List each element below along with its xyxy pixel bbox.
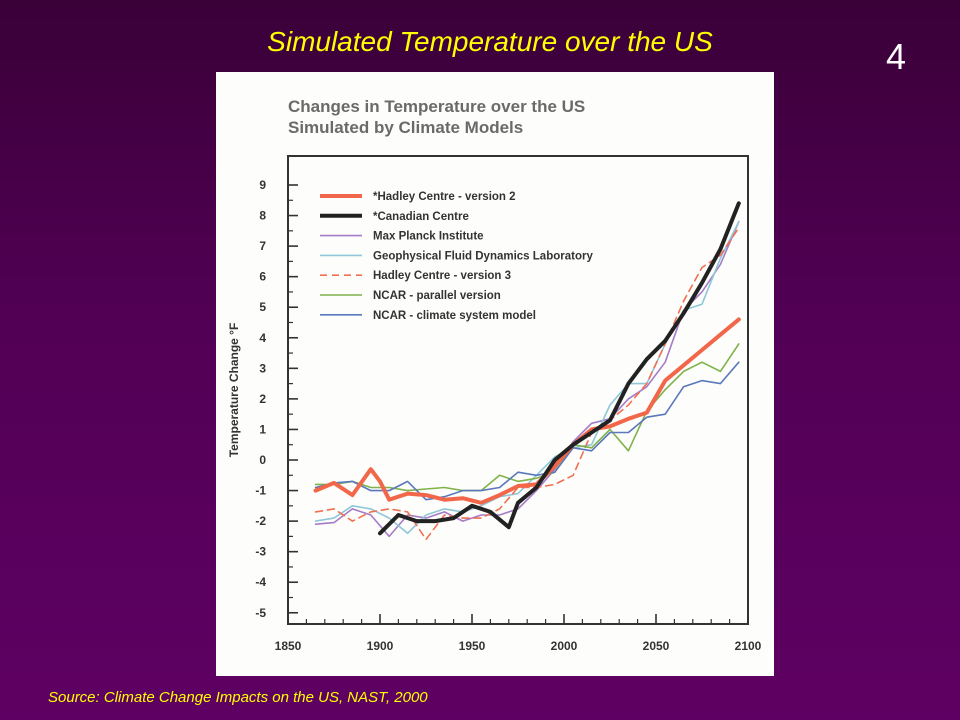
slide-title: Simulated Temperature over the US: [267, 26, 713, 57]
y-tick-label: -5: [255, 606, 266, 620]
x-tick-label: 1850: [275, 639, 302, 653]
x-tick-label: 1900: [367, 639, 394, 653]
y-tick-label: 2: [259, 392, 266, 406]
y-tick-label: -4: [255, 575, 266, 589]
y-axis-label: Temperature Change °F: [227, 323, 241, 458]
y-tick-label: 7: [259, 239, 266, 253]
y-tick-label: 6: [259, 270, 266, 284]
x-tick-label: 2050: [643, 639, 670, 653]
legend-label: *Hadley Centre - version 2: [373, 191, 516, 203]
y-tick-label: -1: [255, 484, 266, 498]
chart-title-line-2: Simulated by Climate Models: [288, 118, 524, 137]
y-tick-label: -2: [255, 514, 266, 528]
slide-number: 4: [886, 36, 907, 77]
legend-label: NCAR - parallel version: [373, 290, 501, 302]
line-chart: 9 8 7 6 5 4 3 2 1 0 -1 -2 -3 -4 -5 1850 1900 1950 2000 2050…: [227, 155, 762, 653]
series-line: [313, 317, 741, 505]
chart-title-line-1: Changes in Temperature over the US: [288, 97, 586, 116]
chart-title: Changes in Temperature over the US Simul…: [288, 96, 585, 138]
y-tick-label: 4: [259, 331, 266, 345]
series-line: [314, 227, 740, 541]
plot-frame: [287, 155, 749, 625]
series-line: [378, 201, 741, 536]
x-tick-label: 2000: [551, 639, 578, 653]
legend-label: Hadley Centre - version 3: [373, 270, 511, 282]
y-tick-label: -3: [255, 545, 266, 559]
legend-label: Max Planck Institute: [373, 231, 484, 243]
x-tick-label: 2100: [735, 639, 762, 653]
series-line: [314, 220, 740, 538]
y-tick-label: 0: [259, 453, 266, 467]
y-tick-label: 3: [259, 361, 266, 375]
x-tick-label: 1950: [459, 639, 486, 653]
y-tick-label: 9: [259, 178, 266, 192]
legend-label: *Canadian Centre: [373, 211, 469, 223]
y-tick-label: 8: [259, 209, 266, 223]
y-tick-label: 5: [259, 300, 266, 314]
legend-label: Geophysical Fluid Dynamics Laboratory: [373, 250, 593, 262]
y-tick-label: 1: [259, 422, 266, 436]
source-citation: Source: Climate Change Impacts on the US…: [48, 689, 428, 706]
chart-panel: Changes in Temperature over the US Simul…: [216, 72, 774, 676]
series-line: [314, 343, 740, 492]
legend-label: NCAR - climate system model: [373, 310, 536, 322]
